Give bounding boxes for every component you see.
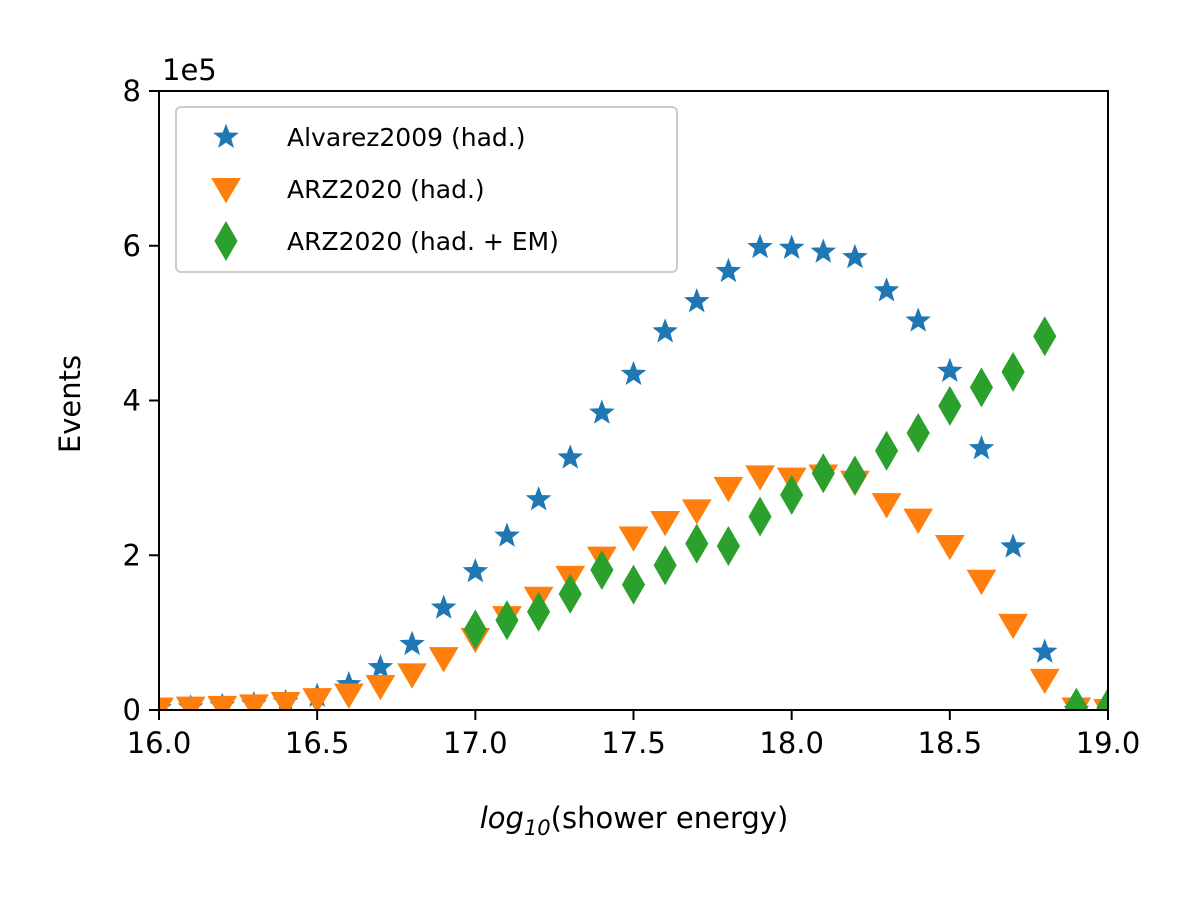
y-tick-label: 8 [123, 74, 141, 108]
x-tick-label: 19.0 [1076, 726, 1141, 760]
data-point [811, 453, 835, 494]
data-point [618, 526, 649, 552]
y-axis-label: Events [53, 355, 87, 453]
legend-marker [214, 221, 238, 261]
data-point [463, 609, 487, 650]
data-point [525, 486, 552, 511]
data-point [207, 695, 238, 710]
x-tick-label: 18.0 [759, 726, 824, 760]
data-point [365, 675, 396, 701]
y-multiplier-label: 1e5 [162, 53, 217, 87]
data-point [428, 647, 459, 673]
data-point [748, 496, 772, 537]
legend-label: ARZ2020 (had.) [287, 175, 485, 204]
x-tick-label: 17.0 [443, 726, 508, 760]
x-axis-label-rest: (shower energy) [551, 801, 789, 835]
data-point [397, 663, 427, 689]
data-point [745, 465, 775, 491]
data-point [716, 525, 740, 566]
data-marks [159, 233, 1108, 710]
y-axis: 0 2 4 6 8 [123, 74, 159, 727]
x-tick-label: 16.0 [127, 726, 192, 760]
x-tick-label: 16.5 [285, 726, 350, 760]
data-point [934, 534, 965, 561]
data-point [1031, 638, 1058, 663]
data-point [843, 455, 867, 496]
y-tick-label: 0 [123, 693, 141, 727]
data-point [747, 233, 773, 259]
legend: Alvarez2009 (had.) ARZ2020 (had.) ARZ2020 … [175, 106, 678, 273]
data-point [1001, 351, 1025, 392]
data-point [681, 499, 712, 525]
data-point [494, 522, 520, 547]
data-point [938, 385, 962, 426]
data-point [621, 564, 646, 605]
data-point [778, 234, 805, 259]
data-point [842, 243, 868, 269]
data-point [495, 600, 519, 641]
y-tick-label: 4 [123, 384, 141, 418]
data-point [558, 573, 582, 614]
data-point [239, 694, 269, 710]
x-axis: 16.0 16.5 17.0 17.5 18.0 18.5 19.0 [127, 710, 1141, 760]
data-point [527, 591, 551, 632]
data-point [1000, 533, 1026, 558]
data-point [683, 288, 710, 313]
data-point [399, 630, 425, 656]
data-point [1029, 668, 1060, 695]
data-point [713, 476, 744, 503]
x-axis-label-log: log [480, 801, 524, 835]
data-point [270, 692, 301, 710]
data-point [557, 444, 584, 469]
data-point [1096, 687, 1108, 710]
data-point [968, 435, 995, 460]
data-point [937, 357, 963, 382]
data-point [333, 683, 364, 709]
x-tick-label: 18.5 [918, 726, 983, 760]
data-point [874, 430, 899, 471]
plot-area [159, 233, 1108, 710]
legend-label: ARZ2020 (had. + EM) [287, 227, 559, 256]
data-point [998, 613, 1028, 640]
y-tick-label: 2 [123, 538, 141, 572]
data-point [685, 523, 709, 564]
data-point [652, 318, 678, 343]
data-point [1033, 316, 1057, 357]
data-point [903, 508, 934, 534]
x-axis-label: log10(shower energy) [480, 801, 789, 840]
data-point [589, 399, 615, 424]
data-point [873, 277, 900, 302]
data-point [871, 493, 902, 519]
data-point [810, 238, 837, 263]
data-point [906, 412, 930, 453]
data-point [590, 549, 614, 590]
legend-label: Alvarez2009 (had.) [287, 123, 525, 152]
data-point [966, 569, 997, 596]
x-tick-label: 17.5 [601, 726, 666, 760]
data-point [1064, 687, 1088, 710]
data-point [367, 654, 394, 679]
data-point [715, 257, 742, 283]
data-point [905, 307, 931, 332]
legend-box [175, 106, 678, 273]
y-tick-label: 6 [123, 229, 141, 263]
data-point [969, 367, 994, 408]
legend-marker [213, 123, 239, 148]
data-point [650, 510, 681, 537]
series-diamond [463, 316, 1108, 710]
x-axis-label-subscript: 10 [524, 816, 551, 840]
data-point [430, 594, 457, 619]
data-point [302, 688, 333, 710]
data-point [620, 360, 647, 386]
legend-marker [211, 178, 241, 204]
data-point [462, 558, 489, 583]
data-point [653, 545, 677, 586]
data-point [780, 474, 804, 515]
